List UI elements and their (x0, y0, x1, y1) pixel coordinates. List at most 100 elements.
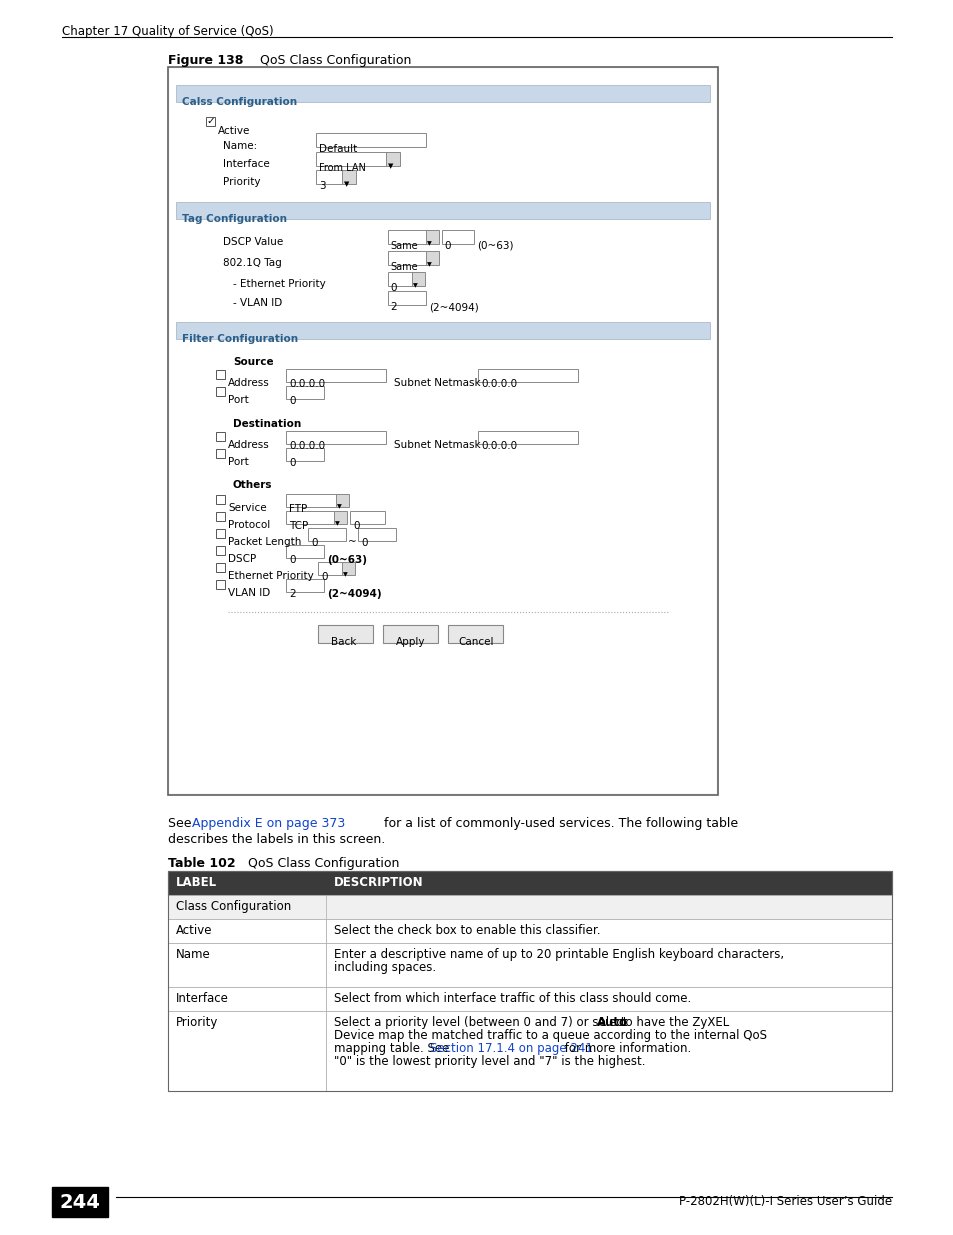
Text: DSCP: DSCP (228, 555, 256, 564)
Text: Source: Source (233, 357, 274, 367)
Text: (0~63): (0~63) (327, 555, 367, 564)
Text: Protocol: Protocol (228, 520, 270, 530)
Text: TCP: TCP (289, 521, 308, 531)
Text: 0: 0 (311, 538, 317, 548)
Bar (286, 448, 324, 461)
Text: "0" is the lowest priority level and "7" is the highest.: "0" is the lowest priority level and "7"… (334, 1055, 645, 1068)
Bar (215, 529, 225, 538)
Bar (52, 1187, 108, 1216)
Text: Default: Default (318, 144, 356, 154)
Text: 3: 3 (318, 182, 325, 191)
Text: LABEL: LABEL (175, 876, 217, 889)
Text: 0: 0 (390, 283, 396, 293)
Text: Select a priority level (between 0 and 7) or select: Select a priority level (between 0 and 7… (334, 1016, 631, 1029)
Text: 0.0.0.0: 0.0.0.0 (480, 441, 517, 451)
Text: 0: 0 (360, 538, 367, 548)
Text: 0.0.0.0: 0.0.0.0 (289, 441, 325, 451)
Bar (315, 170, 344, 184)
Text: Address: Address (228, 440, 270, 450)
Text: Name:: Name: (223, 141, 257, 151)
Bar (477, 369, 578, 382)
Text: describes the labels in this screen.: describes the labels in this screen. (168, 832, 385, 846)
Text: ▼: ▼ (388, 163, 393, 169)
Text: (2~4094): (2~4094) (429, 303, 478, 312)
Text: 802.1Q Tag: 802.1Q Tag (223, 258, 281, 268)
Text: - Ethernet Priority: - Ethernet Priority (233, 279, 325, 289)
Text: ▼: ▼ (427, 241, 432, 246)
Bar (426, 251, 438, 266)
Bar (168, 987, 326, 1011)
Text: ~: ~ (348, 537, 356, 547)
Bar (286, 511, 335, 524)
Text: Subnet Netmask: Subnet Netmask (394, 378, 480, 388)
Text: 0: 0 (353, 521, 359, 531)
Text: QoS Class Configuration: QoS Class Configuration (240, 857, 399, 869)
Bar (386, 152, 399, 165)
Text: Same: Same (390, 262, 417, 272)
Bar (286, 494, 337, 508)
Bar (341, 562, 355, 576)
Bar (215, 563, 225, 572)
Text: Device map the matched traffic to a queue according to the internal QoS: Device map the matched traffic to a queu… (334, 1029, 766, 1042)
Text: 0: 0 (289, 396, 295, 406)
Text: Ethernet Priority: Ethernet Priority (228, 571, 314, 580)
Text: 0: 0 (289, 555, 295, 564)
Text: From LAN: From LAN (318, 163, 366, 173)
Bar (168, 871, 891, 1091)
Bar (206, 117, 214, 126)
Text: ✓: ✓ (206, 116, 214, 126)
Text: See: See (168, 818, 195, 830)
Text: Chapter 17 Quality of Service (QoS): Chapter 17 Quality of Service (QoS) (62, 25, 274, 38)
Text: for more information.: for more information. (560, 1042, 691, 1055)
Text: for a list of commonly-used services. The following table: for a list of commonly-used services. Th… (379, 818, 738, 830)
Text: 0.0.0.0: 0.0.0.0 (480, 379, 517, 389)
Text: Enter a descriptive name of up to 20 printable English keyboard characters,: Enter a descriptive name of up to 20 pri… (334, 948, 783, 961)
Text: Others: Others (233, 480, 273, 490)
Text: ▼: ▼ (413, 283, 417, 288)
Bar (317, 562, 344, 576)
Text: ▼: ▼ (343, 572, 348, 577)
Bar (388, 251, 428, 266)
Text: DESCRIPTION: DESCRIPTION (334, 876, 423, 889)
Bar (326, 987, 891, 1011)
Bar (326, 944, 891, 987)
Bar (168, 895, 891, 919)
Text: Section 17.1.4 on page 241: Section 17.1.4 on page 241 (430, 1042, 592, 1055)
Bar (286, 369, 386, 382)
Text: ▼: ▼ (427, 262, 432, 267)
Text: Calss Configuration: Calss Configuration (182, 98, 296, 107)
Text: Active: Active (218, 126, 250, 136)
Bar (175, 85, 709, 103)
Text: Service: Service (228, 503, 266, 513)
Bar (215, 450, 225, 458)
Bar (215, 580, 225, 589)
Bar (215, 546, 225, 555)
Text: 2: 2 (390, 303, 396, 312)
Bar (426, 230, 438, 245)
Text: ▼: ▼ (335, 521, 339, 526)
Text: Figure 138: Figure 138 (168, 54, 243, 67)
Text: Appendix E on page 373: Appendix E on page 373 (192, 818, 345, 830)
Bar (335, 494, 349, 508)
Text: mapping table. See: mapping table. See (334, 1042, 453, 1055)
Bar (215, 387, 225, 396)
Bar (168, 919, 326, 944)
Text: Destination: Destination (233, 419, 301, 429)
Bar (315, 133, 426, 147)
Text: 2: 2 (289, 589, 295, 599)
Text: DSCP Value: DSCP Value (223, 237, 283, 247)
Text: Port: Port (228, 395, 249, 405)
Text: VLAN ID: VLAN ID (228, 588, 270, 598)
Text: - VLAN ID: - VLAN ID (233, 298, 282, 308)
Bar (286, 545, 324, 558)
Bar (175, 203, 709, 219)
Bar (286, 431, 386, 445)
Text: QoS Class Configuration: QoS Class Configuration (252, 54, 411, 67)
Text: Address: Address (228, 378, 270, 388)
Bar (168, 871, 891, 895)
Bar (286, 579, 324, 592)
Bar (215, 513, 225, 521)
Bar (168, 1011, 326, 1091)
Text: Priority: Priority (223, 177, 260, 186)
Bar (412, 272, 424, 287)
